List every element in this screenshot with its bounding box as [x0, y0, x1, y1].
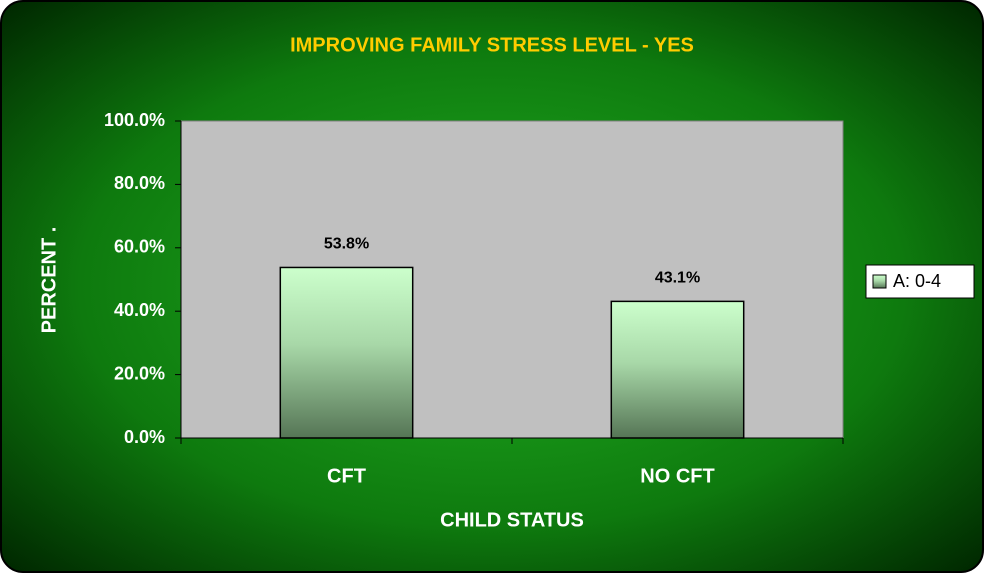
chart-title: IMPROVING FAMILY STRESS LEVEL - YES	[290, 34, 694, 56]
x-axis-title: CHILD STATUS	[440, 509, 584, 531]
y-tick-label: 60.0%	[114, 237, 165, 257]
x-tick-label: CFT	[327, 465, 366, 487]
y-tick-label: 40.0%	[114, 300, 165, 320]
x-tick-label: NO CFT	[640, 465, 714, 487]
y-tick-label: 80.0%	[114, 173, 165, 193]
value-label: 53.8%	[324, 236, 369, 253]
legend-marker	[872, 274, 887, 289]
legend-label: A: 0-4	[893, 271, 941, 291]
value-label: 43.1%	[655, 270, 700, 287]
bar	[610, 300, 745, 439]
bar	[279, 266, 414, 439]
y-axis-title: PERCENT .	[38, 227, 60, 334]
y-tick-label: 20.0%	[114, 363, 165, 383]
y-tick-label: 100.0%	[104, 110, 165, 130]
y-tick-label: 0.0%	[124, 427, 165, 447]
